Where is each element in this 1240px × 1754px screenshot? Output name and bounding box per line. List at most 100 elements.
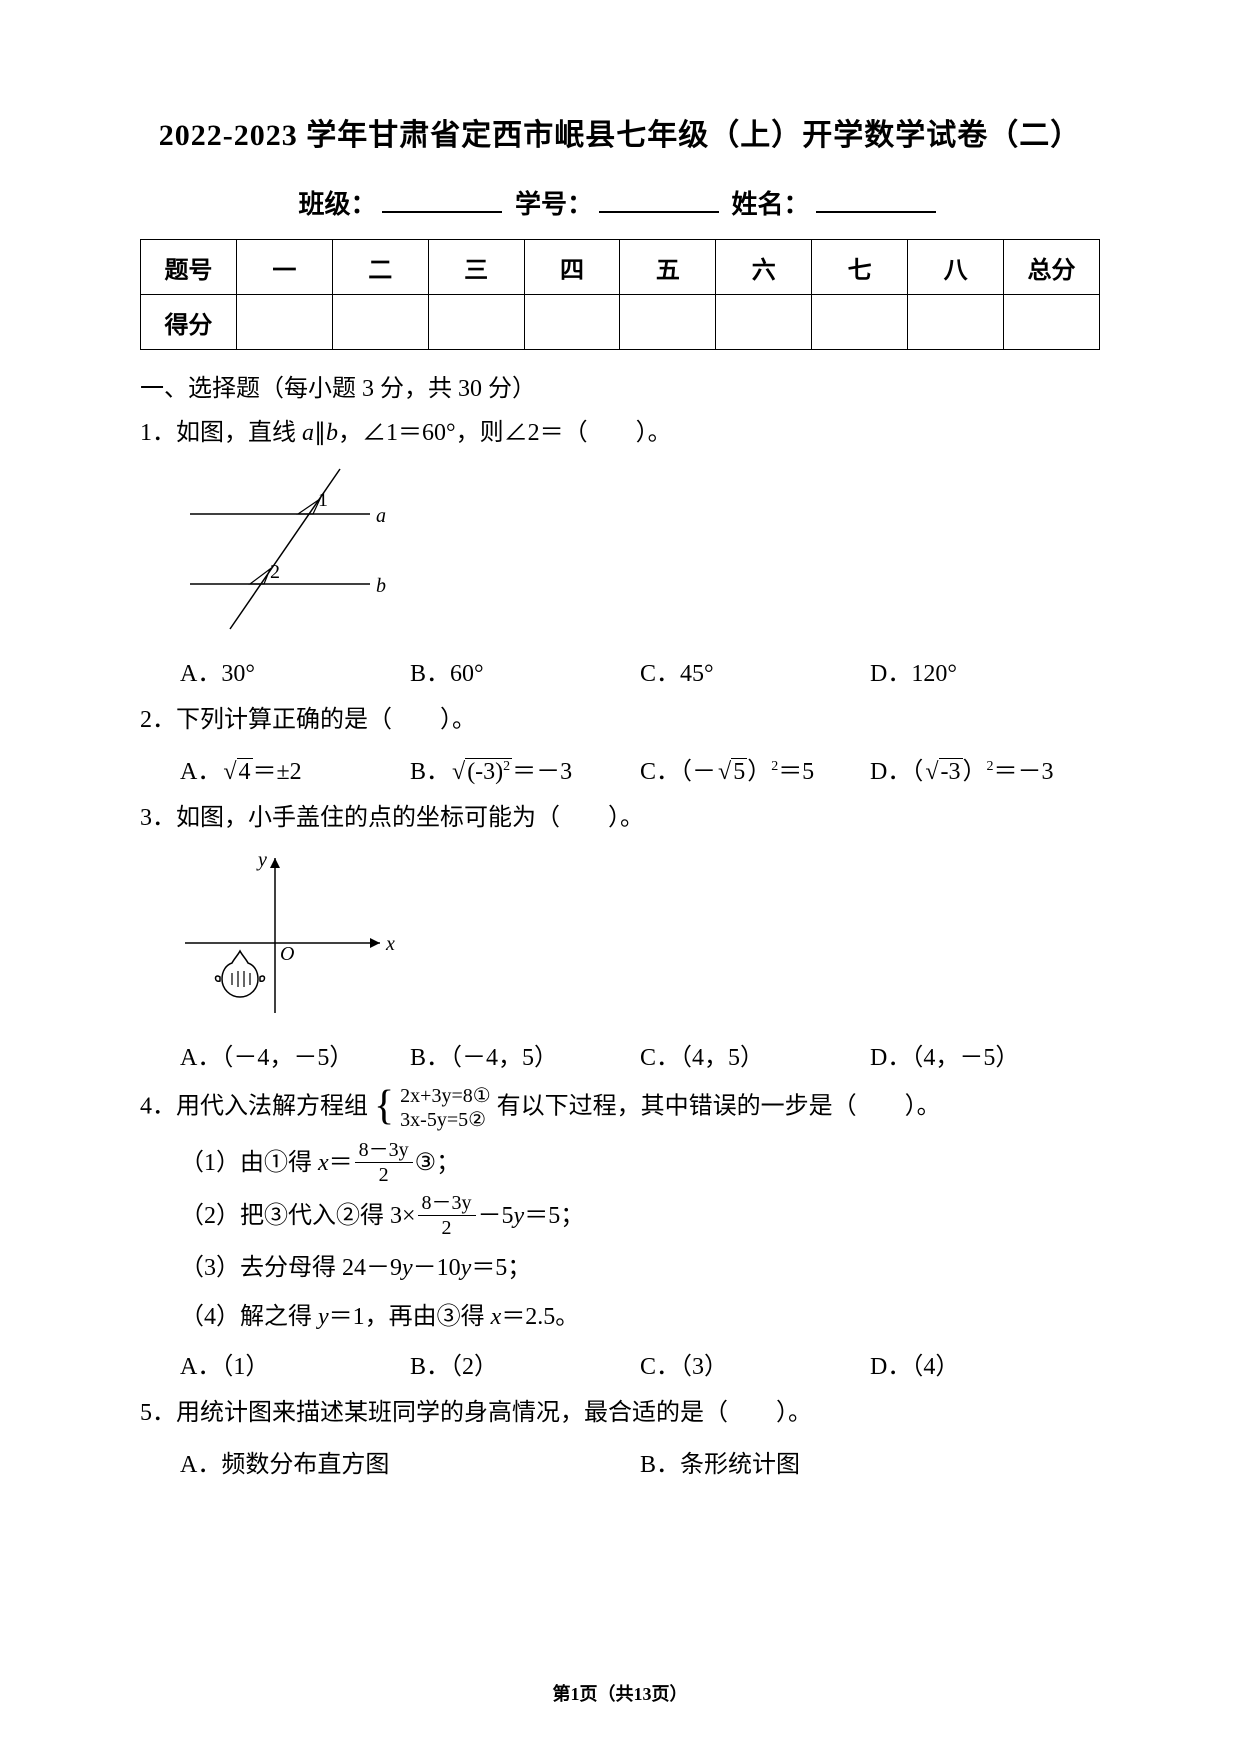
equation-system: 2x+3y=8① 3x-5y=5②: [400, 1084, 491, 1132]
text: ＝: [329, 1150, 353, 1176]
var-y: y: [318, 1304, 329, 1330]
cell[interactable]: [524, 295, 620, 350]
sqrt-icon: 4: [221, 758, 252, 786]
text: 4．用代入法解方程组: [140, 1094, 368, 1120]
text: ，∠1＝60°，则∠2＝（ ）。: [338, 420, 672, 446]
q1-opt-d[interactable]: D．120°: [870, 653, 1100, 688]
class-label: 班级：: [298, 190, 376, 219]
q4-opt-c[interactable]: C．（3）: [640, 1346, 870, 1381]
svg-text:2: 2: [270, 561, 280, 583]
name-blank[interactable]: [816, 185, 936, 213]
text: （1）由①得: [180, 1150, 318, 1176]
q5-options: A．频数分布直方图 B．条形统计图: [180, 1444, 1100, 1483]
q3-opt-c[interactable]: C．（4，5）: [640, 1037, 870, 1072]
q3-stem: 3．如图，小手盖住的点的坐标可能为（ ）。: [140, 798, 1100, 839]
th: 四: [524, 240, 620, 295]
q2-stem: 2．下列计算正确的是（ ）。: [140, 700, 1100, 741]
text: ）: [747, 759, 771, 785]
id-blank[interactable]: [599, 185, 719, 213]
q4-step-4: （4）解之得 y＝1，再由③得 x＝2.5。: [180, 1297, 1100, 1338]
cell[interactable]: [908, 295, 1004, 350]
label-b: b: [376, 575, 386, 597]
page-footer: 第1页（共13页）: [0, 1680, 1240, 1706]
cell[interactable]: [620, 295, 716, 350]
q5-opt-a[interactable]: A．频数分布直方图: [180, 1444, 640, 1479]
q5-stem: 5．用统计图来描述某班同学的身高情况，最合适的是（ ）。: [140, 1393, 1100, 1434]
var-y: y: [402, 1255, 413, 1281]
sqrt-icon: -3: [923, 758, 962, 786]
var-x: x: [491, 1304, 502, 1330]
label-a: a: [376, 505, 386, 527]
text: A．: [180, 759, 221, 785]
th: 三: [428, 240, 524, 295]
cell[interactable]: [812, 295, 908, 350]
q4-step-3: （3）去分母得 24－9y－10y＝5；: [180, 1248, 1100, 1289]
q3-opt-b[interactable]: B．（－4，5）: [410, 1037, 640, 1072]
text: ＝－3: [994, 759, 1054, 785]
text: ）: [963, 759, 987, 785]
cell[interactable]: [236, 295, 332, 350]
text: ＝2.5。: [501, 1304, 579, 1330]
cell[interactable]: [1004, 295, 1100, 350]
text: －5: [478, 1203, 514, 1229]
q1-options: A．30° B．60° C．45° D．120°: [180, 653, 1100, 688]
svg-text:x: x: [385, 933, 395, 955]
id-label: 学号：: [515, 190, 593, 219]
table-row: 得分: [141, 295, 1100, 350]
var-x: x: [318, 1150, 329, 1176]
var-b: b: [326, 420, 338, 446]
cell[interactable]: [428, 295, 524, 350]
th: 七: [812, 240, 908, 295]
q3-opt-a[interactable]: A．（－4，－5）: [180, 1037, 410, 1072]
svg-text:O: O: [280, 943, 294, 965]
q1-opt-a[interactable]: A．30°: [180, 653, 410, 688]
q5-opt-b[interactable]: B．条形统计图: [640, 1444, 1100, 1479]
cell[interactable]: [716, 295, 812, 350]
q4-opt-d[interactable]: D．（4）: [870, 1346, 1100, 1381]
brace-icon: {: [374, 1094, 394, 1119]
text: （3）去分母得 24－9: [180, 1255, 402, 1281]
q1-diagram: 1 2 a b: [180, 464, 1100, 639]
q2-opt-a[interactable]: A．4＝±2: [180, 751, 410, 786]
class-blank[interactable]: [382, 185, 502, 213]
text: ＝－3: [512, 759, 572, 785]
q4-opt-b[interactable]: B．（2）: [410, 1346, 640, 1381]
text: （4）解之得: [180, 1304, 318, 1330]
svg-text:1: 1: [318, 489, 328, 511]
score-table: 题号 一 二 三 四 五 六 七 八 总分 得分: [140, 239, 1100, 350]
var-y: y: [461, 1255, 472, 1281]
th: 题号: [141, 240, 237, 295]
th: 六: [716, 240, 812, 295]
q4-options: A．（1） B．（2） C．（3） D．（4）: [180, 1346, 1100, 1381]
q3-opt-d[interactable]: D．（4，－5）: [870, 1037, 1100, 1072]
q4-opt-a[interactable]: A．（1）: [180, 1346, 410, 1381]
cell[interactable]: [332, 295, 428, 350]
q3-options: A．（－4，－5） B．（－4，5） C．（4，5） D．（4，－5）: [180, 1037, 1100, 1072]
text: 有以下过程，其中错误的一步是（ ）。: [497, 1094, 941, 1120]
text: ＝5: [778, 759, 814, 785]
q1-opt-c[interactable]: C．45°: [640, 653, 870, 688]
q2-opt-d[interactable]: D．（-3）2＝－3: [870, 751, 1100, 786]
q4-step-2: （2）把③代入②得 3×8－3y2－5y＝5；: [180, 1195, 1100, 1240]
text: ＝5；: [524, 1203, 584, 1229]
text: D．（: [870, 759, 923, 785]
q2-opt-c[interactable]: C．（－5）2＝5: [640, 751, 870, 786]
text: C．（－: [640, 759, 716, 785]
exp: 2: [987, 759, 994, 774]
q1-opt-b[interactable]: B．60°: [410, 653, 640, 688]
q2-opt-b[interactable]: B．(-3)2＝－3: [410, 751, 640, 786]
table-row: 题号 一 二 三 四 五 六 七 八 总分: [141, 240, 1100, 295]
q3-diagram: O x y: [180, 848, 1100, 1023]
th: 总分: [1004, 240, 1100, 295]
svg-text:y: y: [256, 849, 267, 871]
q4-step-1: （1）由①得 x＝8－3y2③；: [180, 1142, 1100, 1187]
text: （2）把③代入②得 3×: [180, 1203, 416, 1229]
text: －10: [413, 1255, 461, 1281]
section-1-heading: 一、选择题（每小题 3 分，共 30 分）: [140, 368, 1100, 403]
th: 八: [908, 240, 1004, 295]
var-y: y: [514, 1203, 525, 1229]
fraction: 8－3y2: [355, 1140, 413, 1185]
text: ＝±2: [253, 759, 302, 785]
fraction: 8－3y2: [418, 1193, 476, 1238]
text: 1．如图，直线: [140, 420, 302, 446]
